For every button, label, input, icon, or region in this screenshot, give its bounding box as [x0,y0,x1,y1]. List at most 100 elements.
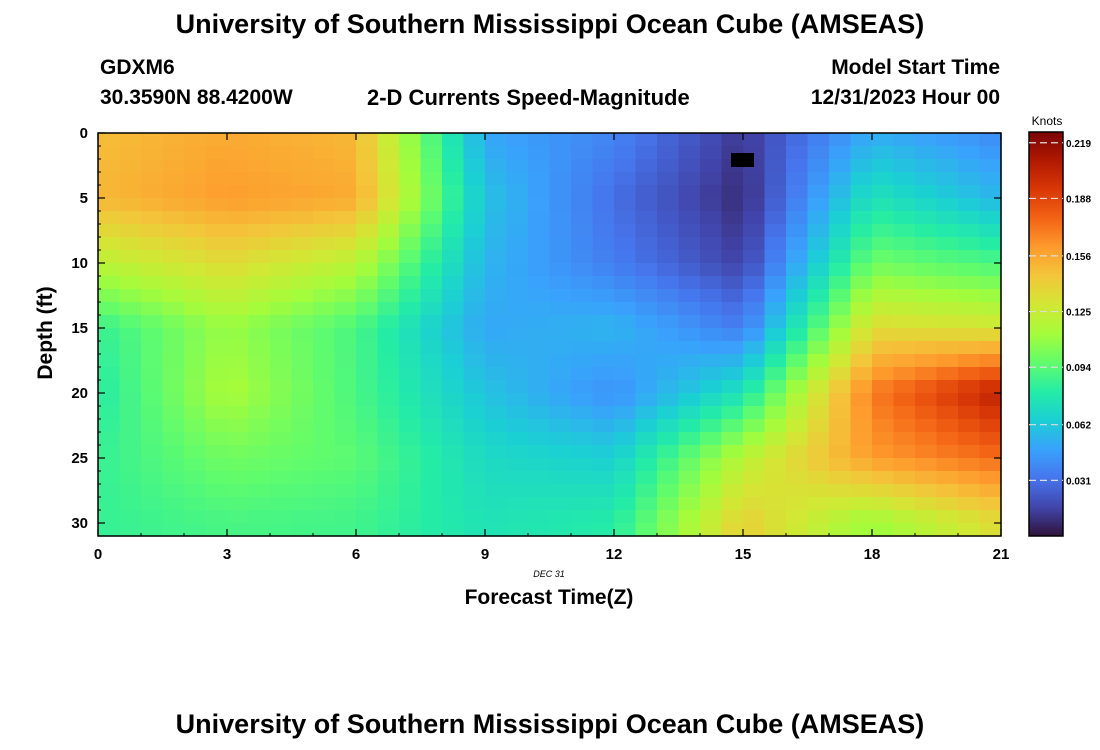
heatmap-cell [420,146,443,160]
heatmap-cell [893,471,916,485]
heatmap-cell [420,172,443,186]
heatmap-cell [657,328,680,342]
heatmap-cell [979,237,1002,251]
heatmap-cell [356,159,379,173]
heatmap-cell [829,458,852,472]
heatmap-cell [958,146,981,160]
heatmap-cell [592,471,615,485]
heatmap-cell [399,484,422,498]
heatmap-cell [291,328,314,342]
heatmap-cell [764,211,787,225]
heatmap-cell [399,341,422,355]
heatmap-cell [485,497,508,511]
heatmap-cell [356,341,379,355]
heatmap-cell [313,354,336,368]
heatmap-cell [506,341,529,355]
heatmap-cell [764,393,787,407]
heatmap-cell [313,380,336,394]
heatmap-cell [829,432,852,446]
heatmap-cell [614,497,637,511]
heatmap-cell [915,510,938,524]
heatmap-cell [399,315,422,329]
heatmap-cell [184,458,207,472]
heatmap-cell [399,133,422,147]
heatmap-cell [506,302,529,316]
heatmap-cell [356,237,379,251]
heatmap-cell [162,445,185,459]
heatmap-cell [442,354,465,368]
heatmap-cell [205,406,228,420]
heatmap-cell [485,237,508,251]
heatmap-cell [528,471,551,485]
heatmap-cell [872,393,895,407]
heatmap-cell [549,445,572,459]
heatmap-cell [915,302,938,316]
heatmap-cell [141,484,164,498]
heatmap-cell [463,419,486,433]
heatmap-cell [936,328,959,342]
heatmap-cell [377,523,400,537]
heatmap-cell [528,289,551,303]
heatmap-cell [829,497,852,511]
heatmap-cell [270,328,293,342]
heatmap-cell [162,289,185,303]
heatmap-cell [807,419,830,433]
heatmap-cell [528,263,551,277]
heatmap-cell [485,354,508,368]
heatmap-cell [700,341,723,355]
heatmap-cell [893,315,916,329]
heatmap-cell [850,133,873,147]
heatmap-cell [227,315,250,329]
heatmap-cell [98,224,121,238]
x-tick-label: 6 [352,546,360,563]
heatmap-cell [915,172,938,186]
heatmap-cell [700,380,723,394]
heatmap-cell [872,289,895,303]
heatmap-cell [485,367,508,381]
heatmap-cell [334,393,357,407]
heatmap-cell [915,484,938,498]
heatmap-cell [764,458,787,472]
heatmap-cell [485,458,508,472]
heatmap-cell [807,133,830,147]
heatmap-cell [979,458,1002,472]
heatmap-cell [485,341,508,355]
heatmap-cell [356,432,379,446]
heatmap-cell [807,497,830,511]
heatmap-cell [549,237,572,251]
heatmap-cell [829,146,852,160]
heatmap-cell [184,211,207,225]
heatmap-cell [807,510,830,524]
heatmap-cell [334,263,357,277]
heatmap-cell [786,523,809,537]
heatmap-cell [872,497,895,511]
heatmap-cell [571,393,594,407]
heatmap-cell [807,354,830,368]
heatmap-cell [958,198,981,212]
heatmap-cell [807,276,830,290]
heatmap-cell [98,419,121,433]
heatmap-cell [205,159,228,173]
heatmap-cell [657,471,680,485]
heatmap-cell [850,263,873,277]
heatmap-cell [936,380,959,394]
heatmap-cell [743,458,766,472]
heatmap-cell [248,419,271,433]
heatmap-cell [979,393,1002,407]
station-coordinates: 30.3590N 88.4200W [100,86,293,109]
heatmap-cell [141,380,164,394]
heatmap-cell [549,133,572,147]
heatmap-cell [119,393,142,407]
heatmap-cell [872,432,895,446]
heatmap-cell [872,172,895,186]
heatmap-cell [205,341,228,355]
heatmap-cell [829,328,852,342]
heatmap-cell [829,445,852,459]
heatmap-cell [700,393,723,407]
heatmap-cell [979,211,1002,225]
heatmap-cell [700,471,723,485]
heatmap-cell [764,367,787,381]
heatmap-cell [829,393,852,407]
heatmap-cell [958,172,981,186]
heatmap-cell [850,146,873,160]
